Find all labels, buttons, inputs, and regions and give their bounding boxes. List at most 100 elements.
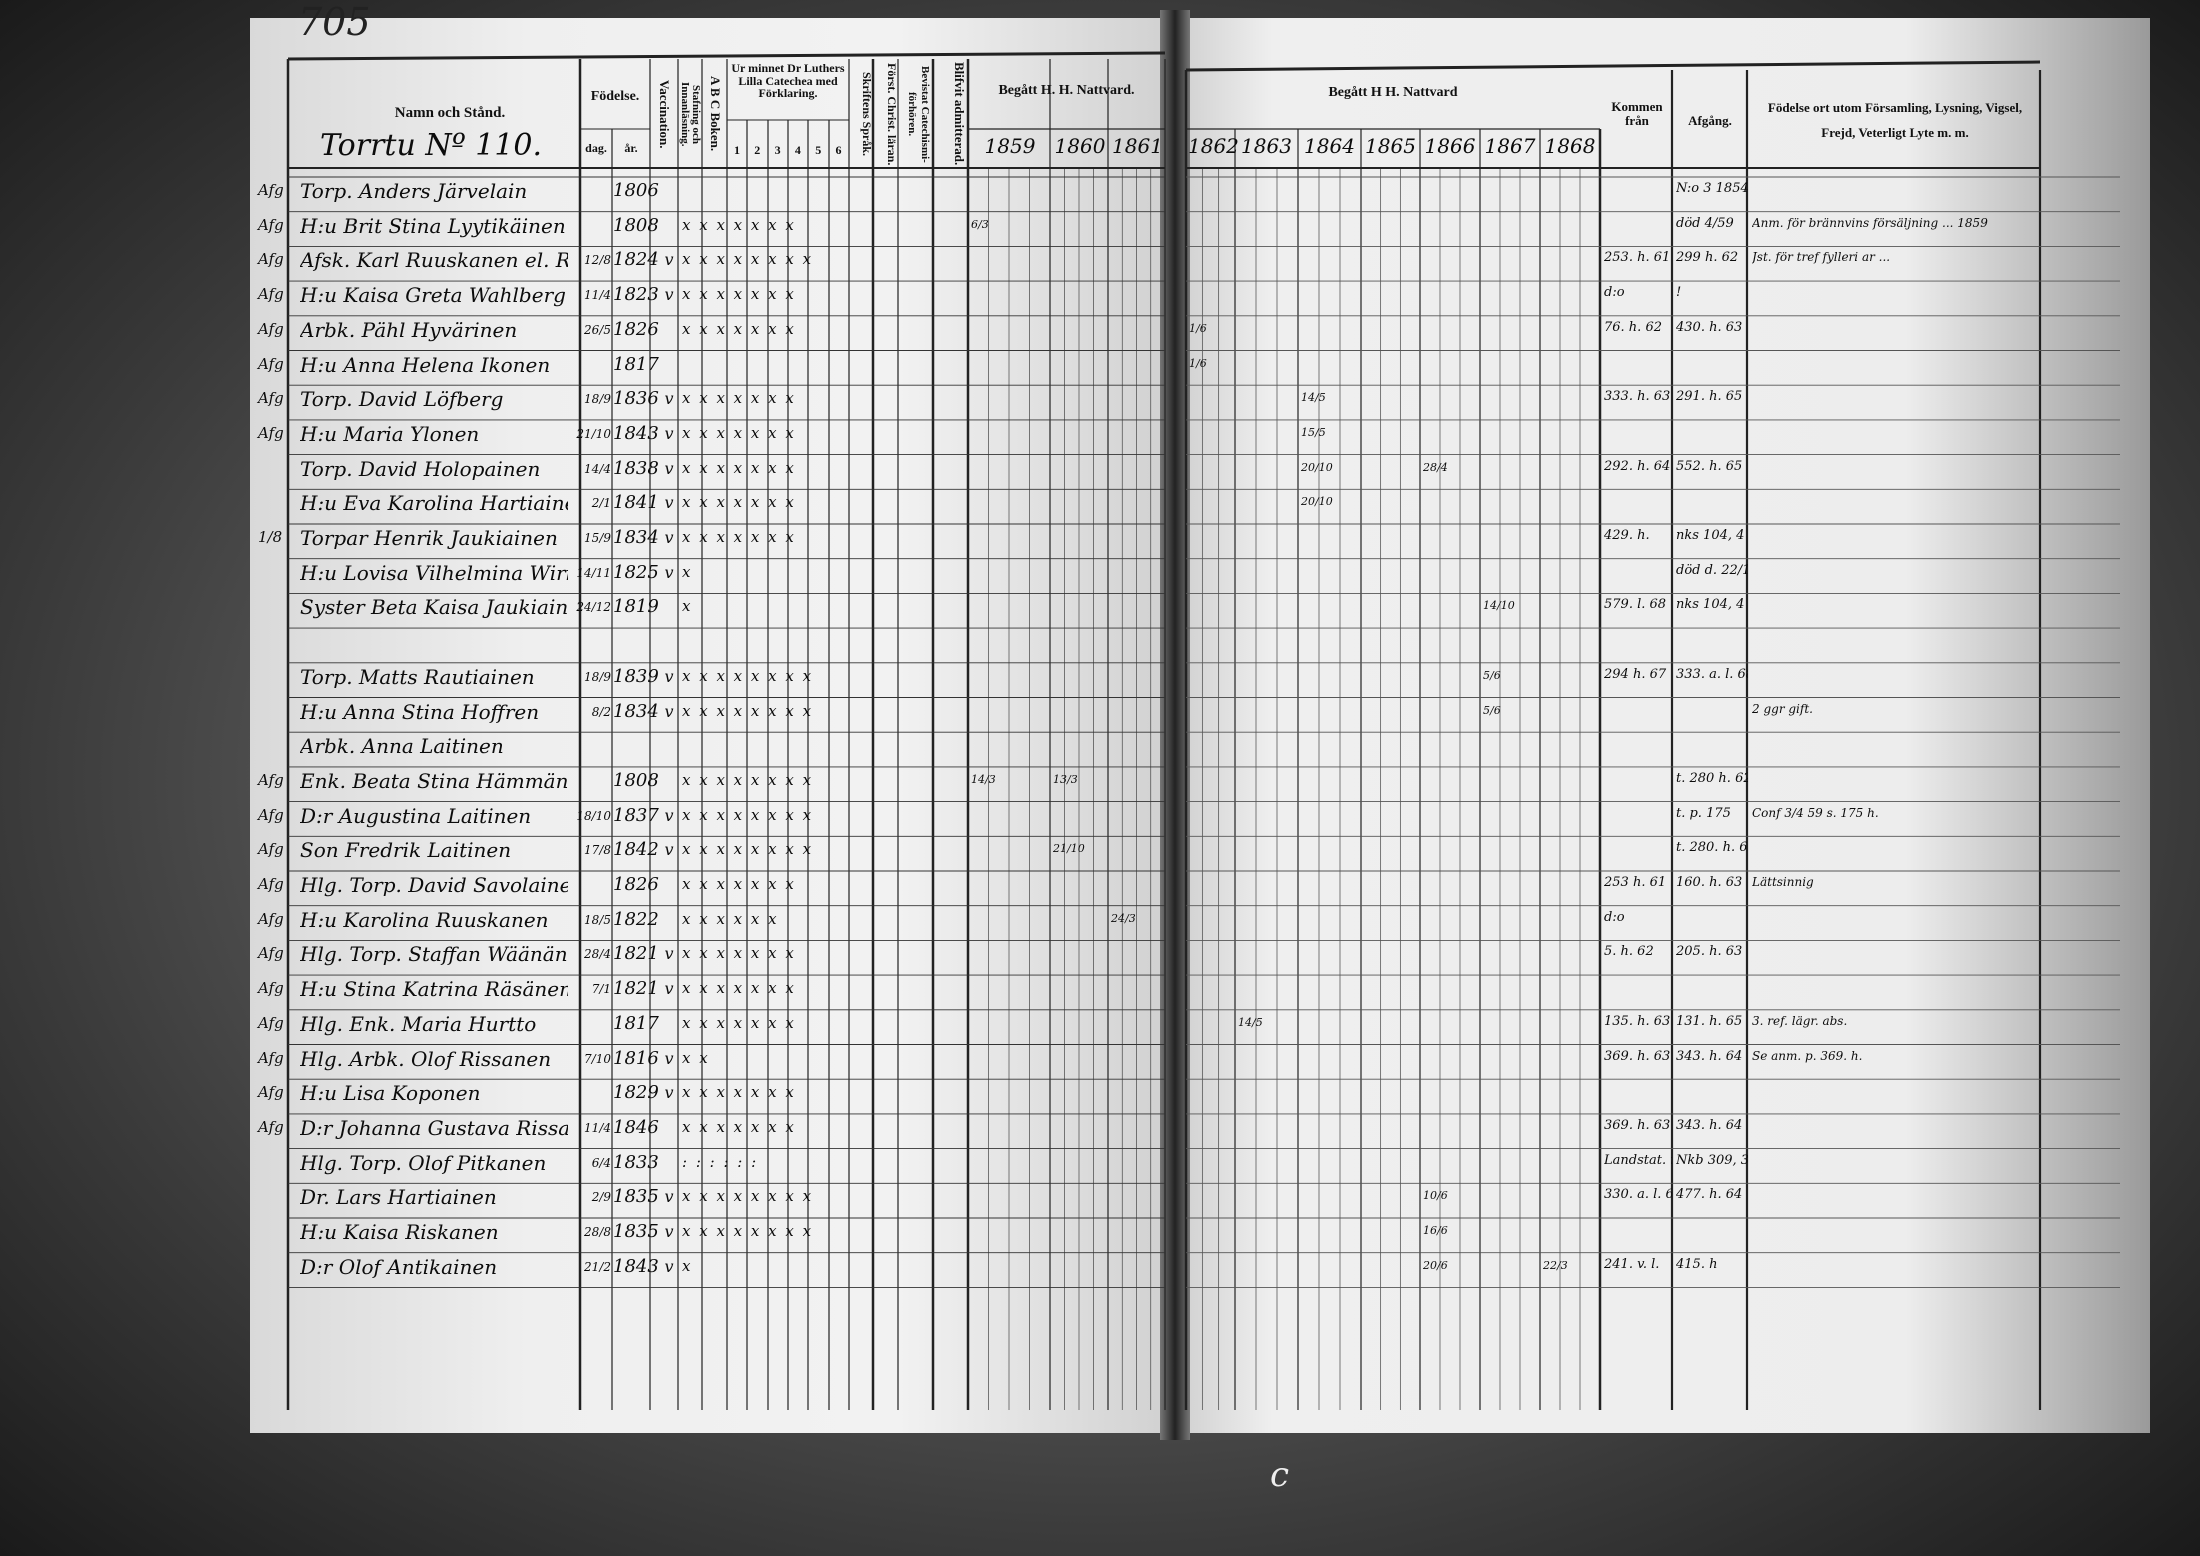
header-abc: A B C Boken. — [708, 76, 723, 152]
person-name: H:u Kaisa Greta Wahlberg — [300, 283, 566, 308]
year-header: 1859 — [984, 134, 1036, 158]
came-from: 253 h. 61 — [1604, 875, 1667, 890]
communion-date: 20/10 — [1301, 460, 1333, 474]
knowledge-marks: x — [682, 597, 693, 616]
departure: nks 104, 4 — [1676, 528, 1745, 543]
communion-date: 14/3 — [971, 772, 996, 786]
header-came-from: Kommen från — [1611, 99, 1663, 128]
birth-day: 18/9 — [584, 392, 611, 407]
year-header: 1864 — [1304, 134, 1355, 158]
knowledge-marks: x x x x x x x — [682, 944, 796, 963]
row-prefix: Afg — [258, 1013, 284, 1032]
year-header: 1865 — [1365, 134, 1416, 158]
remark: 2 ggr gift. — [1752, 701, 1813, 716]
vaccination-mark: v — [664, 666, 674, 686]
birth-year: 1835 — [613, 1221, 659, 1242]
top-rule — [287, 51, 1166, 61]
birth-day: 17/8 — [584, 843, 611, 858]
departure: 343. h. 64 — [1676, 1048, 1743, 1064]
knowledge-marks: x x x x x x x x — [682, 840, 814, 859]
header-reading: Stafning och Innanläsning. — [679, 81, 702, 147]
departure: 552. h. 65 — [1676, 458, 1743, 474]
knowledge-marks: x x x x x x x x — [682, 805, 814, 824]
birth-day: 18/10 — [576, 808, 611, 823]
departure: Nkb 309, 3 — [1676, 1152, 1748, 1168]
birth-year: 1819 — [613, 596, 659, 618]
person-name: Enk. Beata Stina Hämmänen — [300, 768, 568, 793]
catechism-col-number: 1 — [734, 143, 740, 157]
row-prefix: Afg — [258, 944, 284, 963]
birth-day: 21/2 — [584, 1259, 611, 1274]
person-name: H:u Anna Stina Hoffren — [300, 699, 540, 724]
year-header: 1868 — [1544, 134, 1596, 158]
came-from: 5. h. 62 — [1604, 944, 1654, 960]
year-header: 1867 — [1484, 134, 1536, 158]
vaccination-mark: v — [664, 250, 674, 270]
knowledge-marks: x x x x x x x x — [682, 666, 814, 685]
knowledge-marks: x x x x x x x x — [682, 250, 814, 269]
remark: Conf 3/4 59 s. 175 h. — [1752, 805, 1879, 820]
communion-date: 22/3 — [1543, 1258, 1568, 1272]
vaccination-mark: v — [664, 562, 674, 582]
birth-day: 12/8 — [584, 253, 611, 268]
communion-date: 5/6 — [1483, 703, 1501, 717]
departure: död 4/59 — [1676, 215, 1734, 231]
birth-year: 1835 — [613, 1186, 659, 1208]
departure: t. 280 h. 62 — [1676, 770, 1748, 786]
knowledge-marks: x x x x x x x — [682, 528, 796, 546]
remark: Lättsinnig — [1752, 875, 1814, 889]
header-hearings: Bevistat Catechismi-förhören. — [906, 65, 931, 163]
vaccination-mark: v — [664, 805, 674, 825]
row-prefix: Afg — [258, 770, 284, 789]
birth-year: 1834 — [613, 527, 659, 548]
knowledge-marks: x x x x x x x — [682, 423, 796, 442]
header-communion-right: Begått H H. Nattvard — [1328, 85, 1458, 100]
header-scripture: Skriftens Språk. — [860, 71, 874, 157]
knowledge-marks: x x x x x x x — [682, 389, 796, 408]
communion-date: 10/6 — [1423, 1189, 1448, 1203]
departure: 299 h. 62 — [1676, 250, 1739, 266]
vaccination-mark: v — [664, 493, 674, 513]
communion-date: 28/4 — [1423, 460, 1448, 474]
birth-year: 1816 — [613, 1047, 659, 1069]
came-from: d:o — [1604, 909, 1625, 925]
birth-year: 1822 — [613, 908, 659, 930]
footer-mark: c — [1270, 1455, 1290, 1495]
person-name: Hlg. Torp. David Savolainen — [300, 873, 568, 897]
year-header: 1862 — [1188, 134, 1239, 158]
catechism-col-number: 6 — [835, 143, 842, 157]
catechism-col-number: 5 — [815, 143, 822, 157]
catechism-col-number: 4 — [794, 143, 801, 157]
vaccination-mark: v — [664, 701, 674, 721]
birth-year: 1839 — [613, 665, 659, 687]
came-from: 292. h. 64 — [1604, 458, 1671, 474]
row-prefix: Afg — [258, 1048, 284, 1067]
birth-year: 1826 — [613, 874, 659, 895]
person-name: Torpar Henrik Jaukiainen — [300, 526, 558, 550]
birth-year: 1823 — [613, 284, 659, 306]
communion-date: 14/5 — [1238, 1015, 1263, 1029]
vaccination-mark: v — [664, 458, 674, 478]
communion-date: 5/6 — [1483, 668, 1501, 682]
left-page — [250, 18, 1175, 1433]
birth-day: 7/10 — [584, 1051, 611, 1066]
came-from: 369. h. 63 — [1604, 1048, 1671, 1064]
person-name: Torp. David Löfberg — [300, 387, 504, 412]
remark: Se anm. p. 369. h. — [1752, 1048, 1863, 1063]
departure: t. 280. h. 61 — [1676, 840, 1748, 856]
birth-year: 1842 — [613, 839, 659, 861]
vaccination-mark: v — [664, 389, 674, 409]
birth-year: 1841 — [613, 492, 659, 514]
birth-day: 2/9 — [591, 1190, 611, 1205]
row-prefix: Afg — [258, 840, 284, 859]
communion-date: 14/10 — [1483, 599, 1515, 613]
birth-year: 1817 — [613, 1012, 659, 1034]
header-name-col: Namn och Stånd. — [394, 105, 506, 121]
person-name: Hlg. Torp. Olof Pitkanen — [300, 1150, 547, 1175]
house-label: Torrtu Nº 110. — [320, 128, 543, 163]
row-prefix: Afg — [258, 423, 284, 442]
header-catechism: Ur minnet Dr Luthers Lilla Catechea med … — [731, 61, 845, 101]
person-name: H:u Lovisa Vilhelmina Wirinen — [300, 560, 568, 585]
header-vaccination: Vaccination. — [657, 79, 672, 149]
departure: t. p. 175 — [1676, 805, 1731, 821]
